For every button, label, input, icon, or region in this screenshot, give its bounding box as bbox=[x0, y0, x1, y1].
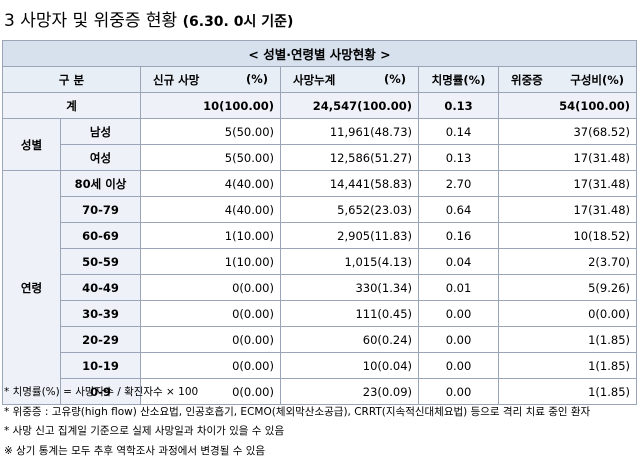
cell-new: 4(40.00) bbox=[140, 170, 281, 197]
group-age: 연령 bbox=[2, 170, 61, 405]
title-main: 3 사망자 및 위중증 현황 bbox=[4, 11, 178, 31]
row-label: 30-39 bbox=[60, 300, 141, 327]
cell-crit: 17(31.48) bbox=[497, 144, 638, 171]
total-crit: 54(100.00) bbox=[497, 92, 638, 119]
header-critical: 위중증 구성비(%) bbox=[497, 66, 638, 93]
total-cum: 24,547(100.00) bbox=[280, 92, 419, 119]
cell-crit: 0(0.00) bbox=[497, 300, 638, 327]
cell-rate: 0.01 bbox=[418, 274, 499, 301]
table-row: 70-79 4(40.00) 5,652(23.03) 0.64 17(31.4… bbox=[3, 196, 638, 223]
header-fatality: 치명률(%) bbox=[418, 66, 499, 93]
cell-rate: 0.00 bbox=[418, 352, 499, 379]
cell-new: 5(50.00) bbox=[140, 118, 281, 145]
table-row: 50-59 1(10.00) 1,015(4.13) 0.04 2(3.70) bbox=[3, 248, 638, 275]
cell-cum: 60(0.24) bbox=[280, 326, 419, 353]
cell-cum: 12,586(51.27) bbox=[280, 144, 419, 171]
cell-crit: 1(1.85) bbox=[497, 378, 638, 405]
cell-rate: 0.14 bbox=[418, 118, 499, 145]
cell-cum: 330(1.34) bbox=[280, 274, 419, 301]
row-label: 10-19 bbox=[60, 352, 141, 379]
table-row: 20-29 0(0.00) 60(0.24) 0.00 1(1.85) bbox=[3, 326, 638, 353]
group-sex: 성별 bbox=[2, 118, 61, 171]
cell-rate: 0.04 bbox=[418, 248, 499, 275]
cell-crit: 2(3.70) bbox=[497, 248, 638, 275]
cell-cum: 10(0.04) bbox=[280, 352, 419, 379]
row-label: 60-69 bbox=[60, 222, 141, 249]
cell-new: 5(50.00) bbox=[140, 144, 281, 171]
cell-new: 1(10.00) bbox=[140, 248, 281, 275]
section-title: 3 사망자 및 위중증 현황 (6.30. 0시 기준) bbox=[4, 6, 634, 36]
cell-cum: 23(0.09) bbox=[280, 378, 419, 405]
row-label: 여성 bbox=[60, 144, 141, 171]
cell-crit: 5(9.26) bbox=[497, 274, 638, 301]
cell-cum: 111(0.45) bbox=[280, 300, 419, 327]
footnotes: * 치명률(%) = 사망자수 / 확진자수 × 100 * 위중증 : 고유량… bbox=[4, 383, 638, 461]
row-label: 70-79 bbox=[60, 196, 141, 223]
cell-rate: 0.13 bbox=[418, 144, 499, 171]
cell-new: 0(0.00) bbox=[140, 378, 281, 405]
cell-new: 0(0.00) bbox=[140, 326, 281, 353]
row-label: 0-9 bbox=[60, 378, 141, 405]
cell-new: 4(40.00) bbox=[140, 196, 281, 223]
cell-rate: 0.16 bbox=[418, 222, 499, 249]
row-label: 80세 이상 bbox=[60, 170, 141, 197]
cell-cum: 1,015(4.13) bbox=[280, 248, 419, 275]
cell-rate: 0.00 bbox=[418, 326, 499, 353]
table-row: 여성 5(50.00) 12,586(51.27) 0.13 17(31.48) bbox=[3, 144, 638, 171]
footnote-report-date: * 사망 신고 집계일 기준으로 실제 사망일과 차이가 있을 수 있음 bbox=[4, 425, 285, 437]
cell-crit: 37(68.52) bbox=[497, 118, 638, 145]
table-row: 10-19 0(0.00) 10(0.04) 0.00 1(1.85) bbox=[3, 352, 638, 379]
table-row-total: 계 10(100.00) 24,547(100.00) 0.13 54(100.… bbox=[2, 92, 638, 119]
cell-new: 0(0.00) bbox=[140, 352, 281, 379]
table-row: 0-9 0(0.00) 23(0.09) 0.00 1(1.85) bbox=[3, 378, 638, 405]
cell-rate: 0.00 bbox=[418, 300, 499, 327]
row-label: 40-49 bbox=[60, 274, 141, 301]
row-label: 50-59 bbox=[60, 248, 141, 275]
table-row: 성별 남성 5(50.00) 11,961(48.73) 0.14 37(68.… bbox=[2, 118, 638, 171]
table-banner: < 성별·연령별 사망현황 > bbox=[1, 40, 638, 67]
footnote-fatality: * 치명률(%) = 사망자수 / 확진자수 × 100 bbox=[4, 386, 199, 398]
death-status-table: < 성별·연령별 사망현황 > 구 분 신규 사망 (%) 사망누계 (%) 치명률… bbox=[1, 40, 638, 405]
cell-new: 0(0.00) bbox=[140, 300, 281, 327]
cell-new: 0(0.00) bbox=[140, 274, 281, 301]
cell-cum: 2,905(11.83) bbox=[280, 222, 419, 249]
table-row: 30-39 0(0.00) 111(0.45) 0.00 0(0.00) bbox=[3, 300, 638, 327]
title-date: (6.30. 0시 기준) bbox=[182, 14, 294, 30]
cell-rate: 2.70 bbox=[418, 170, 499, 197]
cell-cum: 5,652(23.03) bbox=[280, 196, 419, 223]
header-new-deaths: 신규 사망 (%) bbox=[140, 66, 281, 93]
cell-crit: 1(1.85) bbox=[497, 326, 638, 353]
footnote-disclaimer: ※ 상기 통계는 모두 추후 역학조사 과정에서 변경될 수 있음 bbox=[4, 444, 266, 457]
header-cum-deaths: 사망누계 (%) bbox=[280, 66, 419, 93]
footnote-critical: * 위중증 : 고유량(high flow) 산소요법, 인공호흡기, ECMO… bbox=[4, 405, 591, 418]
table-row: 60-69 1(10.00) 2,905(11.83) 0.16 10(18.5… bbox=[3, 222, 638, 249]
total-label: 계 bbox=[2, 92, 141, 119]
cell-rate: 0.64 bbox=[418, 196, 499, 223]
cell-cum: 11,961(48.73) bbox=[280, 118, 419, 145]
cell-crit: 1(1.85) bbox=[497, 352, 638, 379]
total-rate: 0.13 bbox=[418, 92, 499, 119]
cell-crit: 17(31.48) bbox=[497, 170, 638, 197]
header-category: 구 분 bbox=[2, 66, 141, 93]
cell-crit: 17(31.48) bbox=[497, 196, 638, 223]
total-new: 10(100.00) bbox=[140, 92, 281, 119]
cell-cum: 14,441(58.83) bbox=[280, 170, 419, 197]
row-label: 남성 bbox=[60, 118, 141, 145]
row-label: 20-29 bbox=[60, 326, 141, 353]
cell-new: 1(10.00) bbox=[140, 222, 281, 249]
table-row: 연령 80세 이상 4(40.00) 14,441(58.83) 2.70 17… bbox=[2, 170, 638, 405]
cell-rate: 0.00 bbox=[418, 378, 499, 405]
table-row: 40-49 0(0.00) 330(1.34) 0.01 5(9.26) bbox=[3, 274, 638, 301]
cell-crit: 10(18.52) bbox=[497, 222, 638, 249]
